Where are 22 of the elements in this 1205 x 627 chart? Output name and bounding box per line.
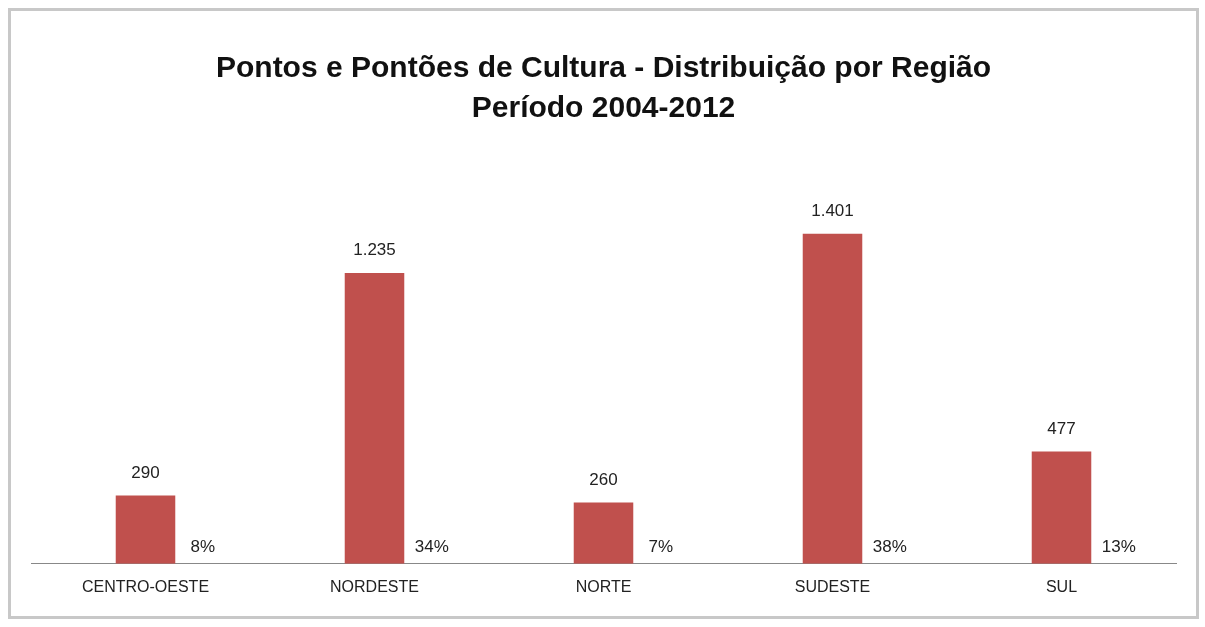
annotation: 8% [190, 536, 216, 556]
chart-subtitle: Período 2004-2012 [471, 90, 736, 124]
annotation: 7% [648, 536, 674, 556]
annotation: 13% [1101, 536, 1136, 556]
data-label: 260 [589, 469, 618, 489]
x-tick-label: CENTRO-OESTE [81, 577, 210, 595]
data-label: 1.401 [811, 201, 854, 221]
data-label: 1.235 [353, 240, 396, 260]
chart-title: Pontos e Pontões de Cultura - Distribuição por Região [215, 50, 992, 84]
bar [1031, 451, 1092, 564]
bar [802, 233, 863, 564]
bar [115, 495, 176, 564]
annotation: 38% [872, 536, 907, 556]
x-tick-label: NORTE [575, 577, 632, 595]
bar [344, 272, 405, 564]
x-tick-label: SUDESTE [794, 577, 871, 595]
x-tick-label: NORDESTE [330, 577, 419, 595]
x-tick-label: SUL [1045, 577, 1078, 595]
data-label: 290 [131, 462, 160, 482]
bar [573, 502, 634, 564]
annotation: 34% [414, 536, 449, 556]
data-label: 477 [1047, 418, 1076, 438]
